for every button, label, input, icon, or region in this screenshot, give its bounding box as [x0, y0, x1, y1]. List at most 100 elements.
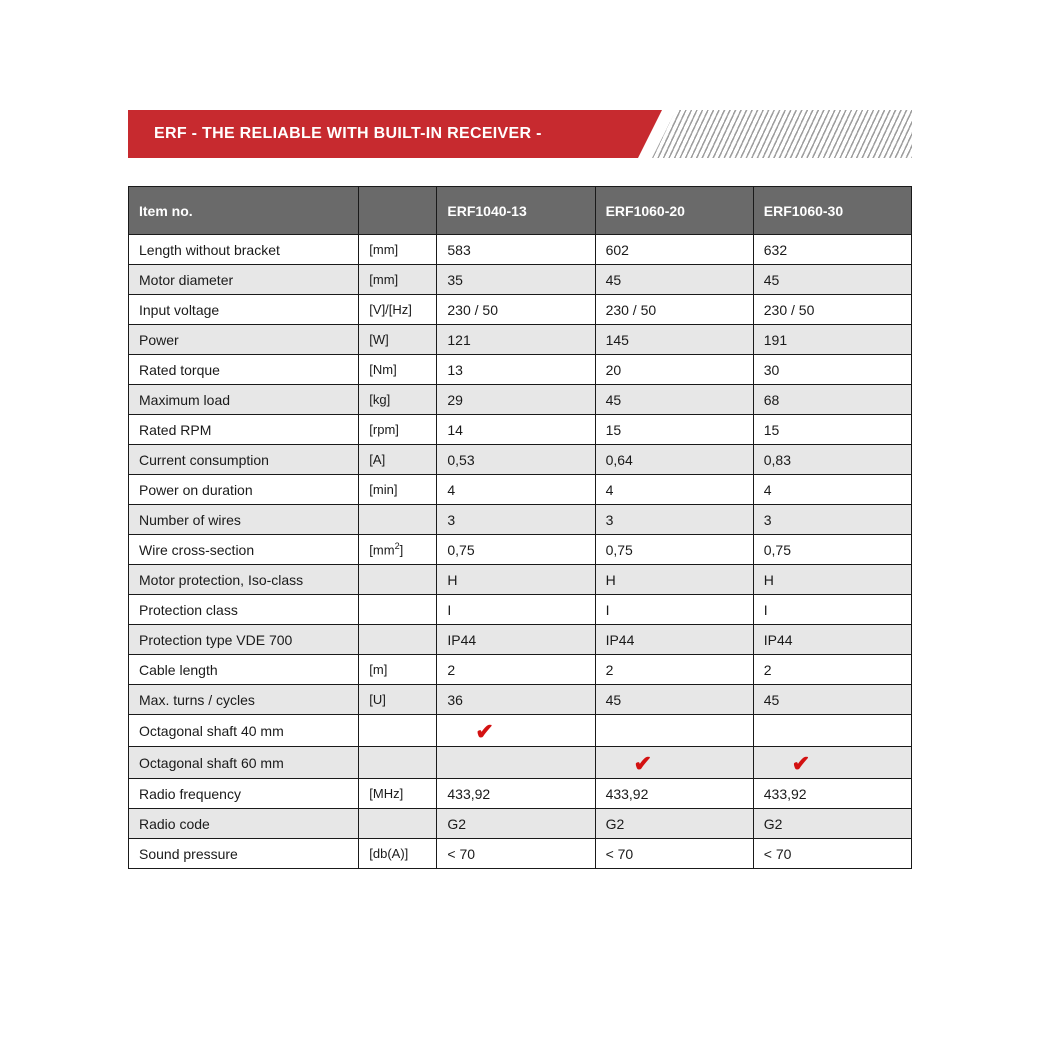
row-value: 0,83	[753, 445, 911, 475]
row-unit: [W]	[359, 325, 437, 355]
row-value: 0,53	[437, 445, 595, 475]
row-value: ✔	[753, 747, 911, 779]
row-value: 4	[437, 475, 595, 505]
table-row: Cable length[m]222	[129, 655, 912, 685]
row-unit	[359, 747, 437, 779]
row-value: 2	[437, 655, 595, 685]
row-unit: [kg]	[359, 385, 437, 415]
row-unit: [rpm]	[359, 415, 437, 445]
table-row: Input voltage[V]/[Hz]230 / 50230 / 50230…	[129, 295, 912, 325]
row-label: Sound pressure	[129, 839, 359, 869]
row-value: 45	[753, 265, 911, 295]
row-value: 29	[437, 385, 595, 415]
row-unit: [db(A)]	[359, 839, 437, 869]
row-label: Radio code	[129, 809, 359, 839]
spec-table: Item no. ERF1040-13 ERF1060-20 ERF1060-3…	[128, 186, 912, 869]
row-value: I	[753, 595, 911, 625]
row-value: 15	[753, 415, 911, 445]
table-row: Max. turns / cycles[U]364545	[129, 685, 912, 715]
row-unit	[359, 505, 437, 535]
check-icon: ✔	[606, 755, 652, 773]
row-unit: [mm2]	[359, 535, 437, 565]
row-value: 45	[595, 385, 753, 415]
title-banner: ERF - THE RELIABLE WITH BUILT-IN RECEIVE…	[128, 110, 912, 158]
row-label: Octagonal shaft 40 mm	[129, 715, 359, 747]
row-value: 45	[595, 265, 753, 295]
table-row: Motor diameter[mm]354545	[129, 265, 912, 295]
row-value: 230 / 50	[595, 295, 753, 325]
row-value	[437, 747, 595, 779]
row-unit	[359, 625, 437, 655]
row-label: Number of wires	[129, 505, 359, 535]
row-value: 3	[437, 505, 595, 535]
row-unit: [mm]	[359, 265, 437, 295]
row-label: Length without bracket	[129, 235, 359, 265]
table-row: Power[W]121145191	[129, 325, 912, 355]
row-value: 68	[753, 385, 911, 415]
header-unit	[359, 187, 437, 235]
row-value: < 70	[753, 839, 911, 869]
row-unit: [Nm]	[359, 355, 437, 385]
row-value: 583	[437, 235, 595, 265]
row-label: Rated torque	[129, 355, 359, 385]
check-icon: ✔	[447, 723, 493, 741]
table-row: Octagonal shaft 60 mm✔✔	[129, 747, 912, 779]
row-label: Radio frequency	[129, 779, 359, 809]
row-value: 433,92	[753, 779, 911, 809]
row-value: 191	[753, 325, 911, 355]
row-value: 230 / 50	[753, 295, 911, 325]
row-value: 4	[753, 475, 911, 505]
table-row: Radio codeG2G2G2	[129, 809, 912, 839]
row-unit: [V]/[Hz]	[359, 295, 437, 325]
row-unit	[359, 809, 437, 839]
row-value: 2	[753, 655, 911, 685]
row-value: 121	[437, 325, 595, 355]
row-value: H	[595, 565, 753, 595]
row-value: IP44	[437, 625, 595, 655]
row-unit: [MHz]	[359, 779, 437, 809]
row-value: 3	[753, 505, 911, 535]
table-row: Wire cross-section[mm2]0,750,750,75	[129, 535, 912, 565]
row-value: I	[437, 595, 595, 625]
row-value: 13	[437, 355, 595, 385]
row-value: ✔	[595, 747, 753, 779]
row-value: IP44	[595, 625, 753, 655]
row-value: G2	[437, 809, 595, 839]
header-model-1: ERF1060-20	[595, 187, 753, 235]
row-label: Rated RPM	[129, 415, 359, 445]
row-value: 45	[595, 685, 753, 715]
row-unit: [A]	[359, 445, 437, 475]
table-row: Rated RPM[rpm]141515	[129, 415, 912, 445]
row-value: 14	[437, 415, 595, 445]
row-unit: [U]	[359, 685, 437, 715]
row-value: 45	[753, 685, 911, 715]
row-value: 433,92	[595, 779, 753, 809]
row-value: 36	[437, 685, 595, 715]
banner-hatch-pattern	[652, 110, 912, 158]
table-row: Rated torque[Nm]132030	[129, 355, 912, 385]
row-label: Cable length	[129, 655, 359, 685]
row-label: Motor diameter	[129, 265, 359, 295]
header-model-0: ERF1040-13	[437, 187, 595, 235]
row-label: Maximum load	[129, 385, 359, 415]
table-row: Protection type VDE 700IP44IP44IP44	[129, 625, 912, 655]
row-value: 30	[753, 355, 911, 385]
row-value: 35	[437, 265, 595, 295]
row-value: H	[437, 565, 595, 595]
table-row: Protection classIII	[129, 595, 912, 625]
table-row: Power on duration[min]444	[129, 475, 912, 505]
row-value: 0,75	[753, 535, 911, 565]
row-label: Max. turns / cycles	[129, 685, 359, 715]
row-unit	[359, 715, 437, 747]
row-label: Wire cross-section	[129, 535, 359, 565]
row-value: 2	[595, 655, 753, 685]
row-value: < 70	[437, 839, 595, 869]
row-unit: [mm]	[359, 235, 437, 265]
table-row: Current consumption[A]0,530,640,83	[129, 445, 912, 475]
row-value	[753, 715, 911, 747]
row-value: G2	[595, 809, 753, 839]
row-value: IP44	[753, 625, 911, 655]
row-unit	[359, 565, 437, 595]
row-label: Power	[129, 325, 359, 355]
row-value: 15	[595, 415, 753, 445]
